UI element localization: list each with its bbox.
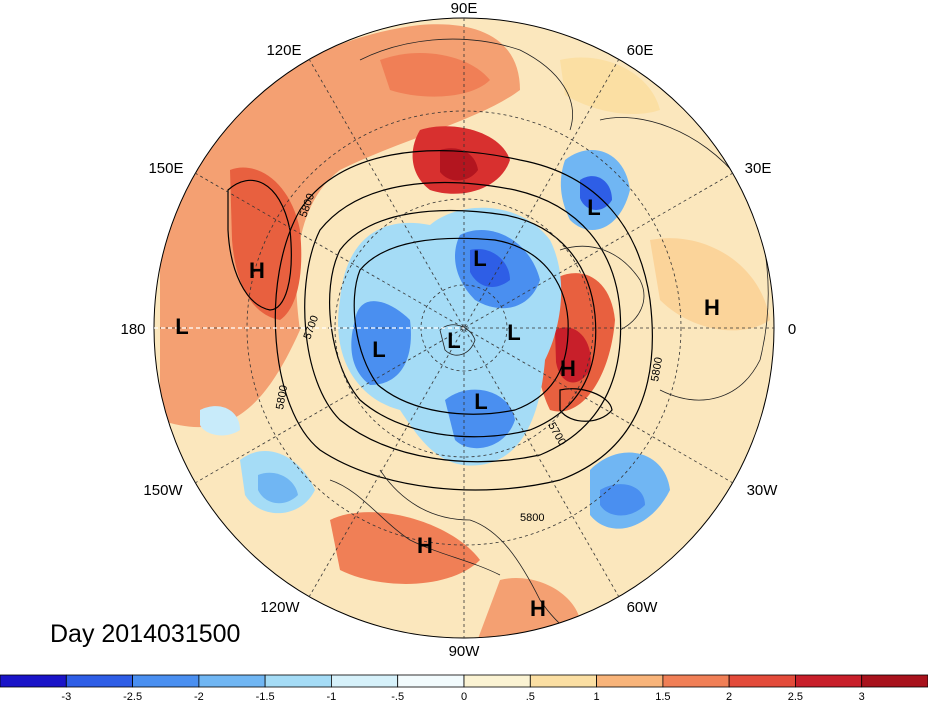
colorbar-box <box>596 674 664 688</box>
colorbar-tick-label: 1 <box>594 691 600 702</box>
meridian-label-120e: 120E <box>266 42 301 59</box>
colorbar-box <box>65 674 134 688</box>
colorbar-tick-label: -.5 <box>391 691 404 702</box>
high-center: H <box>249 258 265 283</box>
pressure-centers: L L L L L L L H H H H H <box>175 195 720 621</box>
colorbar-box <box>529 674 597 688</box>
colorbar-box <box>330 674 399 688</box>
meridian-labels: 90E 60E 30E 0 30W 60W 90W 120W 150W 180 … <box>120 0 796 660</box>
height-contours <box>227 150 653 491</box>
colorbar-tick-label: -2.5 <box>123 691 142 702</box>
colorbar-tick-label: 0 <box>461 691 467 702</box>
low-center: L <box>175 314 188 339</box>
colorbar-box <box>397 674 465 688</box>
meridian-label-60w: 60W <box>627 599 659 616</box>
colorbar-box <box>861 674 928 688</box>
colorbar-box <box>463 674 531 688</box>
colorbar-boxes <box>0 674 928 688</box>
colorbar-tick-label: -3 <box>61 691 71 702</box>
colorbar-tick-label: 2 <box>726 691 732 702</box>
low-center: L <box>587 195 600 220</box>
meridian-label-30e: 30E <box>745 160 772 177</box>
anomaly-field <box>154 18 774 638</box>
contour-label: 5800 <box>274 384 290 410</box>
colorbar-box <box>662 674 730 688</box>
meridian-label-120w: 120W <box>260 599 300 616</box>
meridian-label-90e: 90E <box>451 0 478 17</box>
low-center: L <box>474 389 487 414</box>
colorbar-tick-label: 2.5 <box>788 691 803 702</box>
colorbar-tick-label: -2 <box>194 691 204 702</box>
colorbar-box <box>728 674 796 688</box>
low-center: L <box>447 328 460 353</box>
high-center: H <box>530 596 546 621</box>
meridian-label-0: 0 <box>788 321 796 338</box>
colorbar-tick-label: -1.5 <box>256 691 275 702</box>
colorbar: -3 -2.5 -2 -1.5 -1 -.5 0 .5 1 1.5 2 2.5 3 <box>0 674 928 702</box>
low-center: L <box>507 320 520 345</box>
graticule <box>153 17 775 639</box>
colorbar-tick-label: -1 <box>327 691 337 702</box>
meridian-label-60e: 60E <box>627 42 654 59</box>
colorbar-box <box>0 674 67 688</box>
high-center: H <box>560 356 576 381</box>
contour-label: 5800 <box>649 356 665 382</box>
map-title: Day 2014031500 <box>50 620 241 648</box>
colorbar-box <box>264 674 332 688</box>
meridian-label-180: 180 <box>120 321 145 338</box>
colorbar-tick-label: 3 <box>859 691 865 702</box>
colorbar-tick-label: .5 <box>526 691 535 702</box>
meridian-label-150e: 150E <box>148 160 183 177</box>
meridian-label-150w: 150W <box>143 482 183 499</box>
high-center: H <box>417 533 433 558</box>
low-center: L <box>473 246 486 271</box>
colorbar-tick-label: 1.5 <box>655 691 670 702</box>
colorbar-box <box>795 674 863 688</box>
colorbar-box <box>132 674 200 688</box>
low-center: L <box>372 337 385 362</box>
high-center: H <box>704 295 720 320</box>
colorbar-tick-labels: -3 -2.5 -2 -1.5 -1 -.5 0 .5 1 1.5 2 2.5 3 <box>61 691 864 702</box>
meridian-label-30w: 30W <box>747 482 779 499</box>
polar-stereographic-map: 90E 60E 30E 0 30W 60W 90W 120W 150W 180 … <box>120 0 796 660</box>
meridian-label-90w: 90W <box>449 643 481 660</box>
contour-label: 5800 <box>520 512 544 524</box>
colorbar-box <box>198 674 266 688</box>
